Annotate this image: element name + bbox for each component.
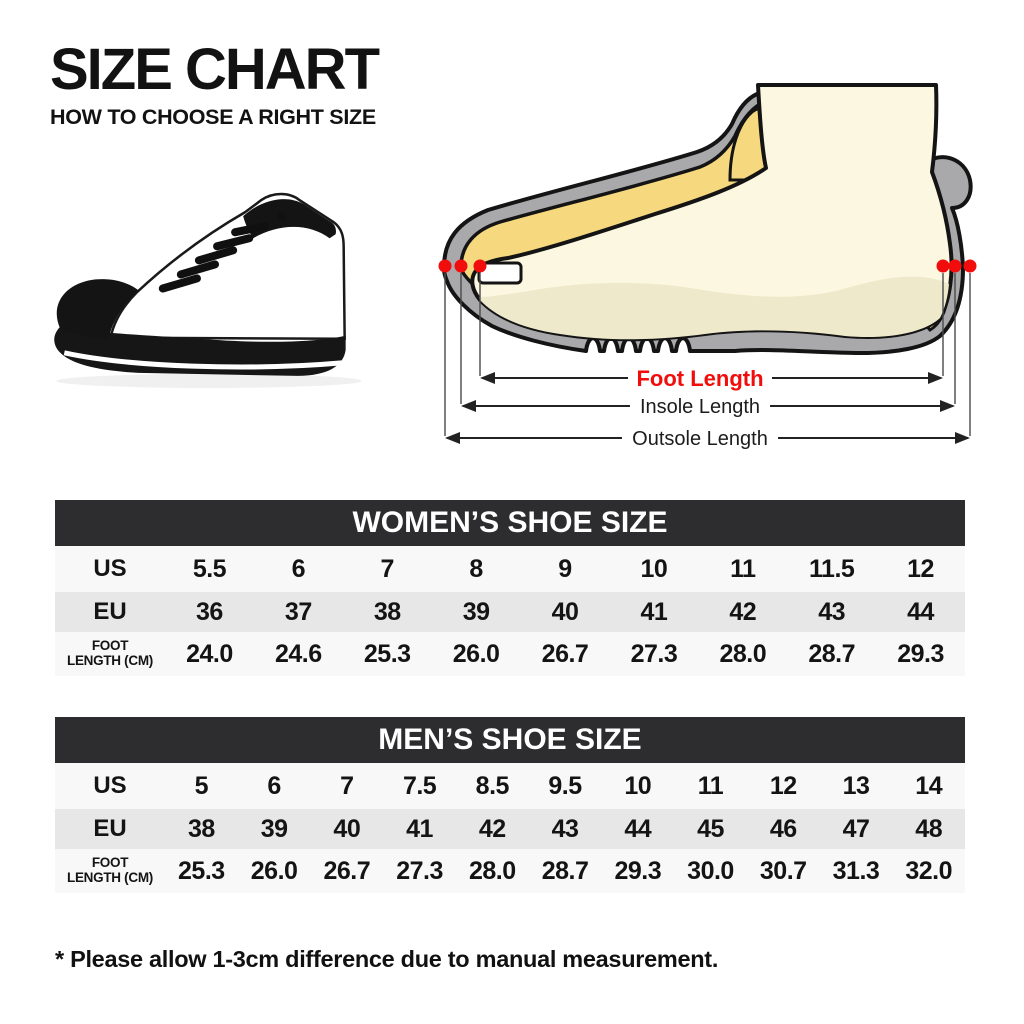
table-title: WOMEN’S SHOE SIZE <box>55 500 965 546</box>
size-cell: 42 <box>729 597 757 626</box>
size-cell: 25.3 <box>363 639 411 668</box>
size-cell: 11 <box>730 554 756 583</box>
size-cell: 25.3 <box>178 856 225 885</box>
page-title: SIZE CHART <box>50 37 380 102</box>
table-row: FOOT LENGTH (CM) 24.0 24.6 25.3 26.0 26.7 27.3 2… <box>55 632 965 676</box>
size-cell: 43 <box>551 814 579 843</box>
row-label: US <box>93 772 127 799</box>
size-cell: 24.0 <box>186 639 233 668</box>
size-cell: 7 <box>380 554 395 583</box>
sneaker-eyelet <box>276 211 286 221</box>
page-subtitle: HOW TO CHOOSE A RIGHT SIZE <box>50 104 376 129</box>
table-row: EU 38 39 40 41 42 43 44 45 46 47 48 <box>55 809 965 849</box>
size-cell: 32.0 <box>905 856 953 885</box>
size-cell: 36 <box>196 597 223 626</box>
size-cell: 43 <box>818 597 846 626</box>
size-cell: 40 <box>551 597 579 626</box>
size-cell: 39 <box>462 597 490 626</box>
size-cell: 9 <box>558 554 572 583</box>
row-label: FOOT LENGTH (CM) <box>67 855 153 885</box>
foot-length-label: Foot Length <box>636 366 763 391</box>
size-cell: 5 <box>194 771 209 800</box>
measurement-note: * Please allow 1-3cm difference due to m… <box>55 946 719 972</box>
size-cell: 30.7 <box>759 856 807 885</box>
size-cell: 41 <box>640 597 668 626</box>
size-cell: 46 <box>769 814 797 843</box>
outsole-length-label: Outsole Length <box>632 428 768 450</box>
size-cell: 11 <box>697 771 724 800</box>
size-cell: 27.3 <box>396 856 443 885</box>
dimension-lines <box>447 377 968 439</box>
sneaker-toe-cap <box>56 279 139 339</box>
size-cell: 38 <box>373 597 401 626</box>
size-cell: 7.5 <box>402 771 437 800</box>
foot-measurement-diagram: Foot Length Insole Length Outsole Length <box>438 83 977 450</box>
size-cell: 44 <box>624 814 652 843</box>
size-cell: 7 <box>340 771 354 800</box>
table-row: US 5.5 6 7 8 9 10 11 11.5 12 <box>55 546 965 592</box>
arrowheads <box>445 372 970 444</box>
row-label: EU <box>93 598 127 625</box>
size-cell: 48 <box>915 814 943 843</box>
title-block: SIZE CHART HOW TO CHOOSE A RIGHT SIZE <box>50 37 380 130</box>
size-cell: 14 <box>915 771 943 800</box>
size-cell: 6 <box>267 771 281 800</box>
sneaker-product-image <box>54 192 362 388</box>
size-cell: 28.7 <box>541 856 589 885</box>
size-cell: 27.3 <box>630 639 678 668</box>
sneaker-upper <box>108 192 346 341</box>
size-cell: 31.3 <box>832 856 880 885</box>
size-cell: 40 <box>333 814 361 843</box>
table-row: FOOT LENGTH (CM) 25.3 26.0 26.7 27.3 28.0 28.7 2… <box>55 849 965 893</box>
size-cell: 24.6 <box>275 639 322 668</box>
row-label: EU <box>93 815 127 842</box>
size-cell: 13 <box>842 771 870 800</box>
size-cell: 38 <box>187 814 215 843</box>
size-cell: 10 <box>640 554 668 583</box>
size-cell: 9.5 <box>548 771 582 800</box>
toenail <box>477 261 523 285</box>
size-cell: 11.5 <box>809 554 855 583</box>
sneaker-laces <box>158 222 270 293</box>
size-cell: 28.0 <box>468 856 516 885</box>
size-cell: 37 <box>284 597 312 626</box>
size-cell: 8 <box>469 554 483 583</box>
measurement-dots <box>438 259 977 273</box>
size-cell: 30.0 <box>687 856 734 885</box>
size-cell: 39 <box>260 814 288 843</box>
women-size-table: WOMEN’S SHOE SIZE US 5.5 6 7 8 9 10 11 11.5 12 EU 36… <box>55 500 965 676</box>
row-label: FOOT LENGTH (CM) <box>67 638 153 668</box>
size-cell: 28.7 <box>808 639 856 668</box>
size-cell: 8.5 <box>475 771 510 800</box>
size-cell: 26.7 <box>541 639 589 668</box>
size-cell: 29.3 <box>614 856 662 885</box>
insole-length-label: Insole Length <box>640 396 760 418</box>
size-cell: 10 <box>624 771 652 800</box>
foot-shading <box>479 276 949 340</box>
size-cell: 45 <box>697 814 724 843</box>
size-cell: 26.7 <box>323 856 371 885</box>
size-cell: 12 <box>769 771 797 800</box>
row-label: US <box>93 555 127 582</box>
sneaker-sole-stripe <box>63 350 342 370</box>
table-row: EU 36 37 38 39 40 41 42 43 44 <box>55 592 965 632</box>
table-title: MEN’S SHOE SIZE <box>55 717 965 763</box>
size-cell: 26.0 <box>250 856 298 885</box>
guide-lines <box>444 273 971 436</box>
size-cell: 41 <box>406 814 433 843</box>
size-cell: 29.3 <box>897 639 944 668</box>
size-cell: 47 <box>842 814 870 843</box>
size-cell: 26.0 <box>452 639 500 668</box>
men-size-table: MEN’S SHOE SIZE US 5 6 7 7.5 8.5 9.5 10 11 12 13 14 E… <box>55 717 965 893</box>
size-cell: 12 <box>907 554 934 583</box>
size-cell: 44 <box>907 597 934 626</box>
size-cell: 5.5 <box>192 554 227 583</box>
size-cell: 6 <box>291 554 306 583</box>
size-cell: 28.0 <box>719 639 767 668</box>
size-cell: 42 <box>478 814 506 843</box>
table-row: US 5 6 7 7.5 8.5 9.5 10 11 12 13 14 <box>55 763 965 809</box>
